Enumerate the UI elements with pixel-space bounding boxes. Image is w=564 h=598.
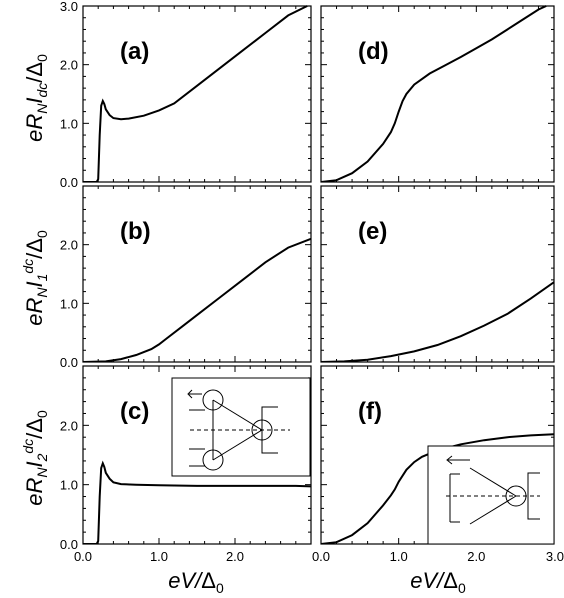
x-tick-label: 2.0	[226, 549, 244, 564]
title-part: dc	[34, 83, 50, 98]
y-tick-label: 0.0	[60, 355, 78, 370]
title-part: N	[34, 287, 50, 298]
title-part: 0	[458, 580, 466, 596]
x-axis-title-left: eV/Δ0	[168, 568, 224, 596]
y-tick-label: 3.0	[60, 0, 78, 14]
panel-e: (e)	[320, 185, 555, 363]
series-line	[83, 237, 311, 362]
series-line	[321, 281, 554, 362]
title-part: /Δ	[22, 238, 47, 259]
inset-c-arrow	[187, 389, 193, 399]
title-part: eR	[22, 114, 47, 142]
title-part: I	[22, 281, 47, 287]
x-tick-label: 0.0	[312, 549, 330, 564]
y-tick-label: 0.0	[60, 537, 78, 552]
title-part: Δ	[201, 568, 216, 593]
title-part: /Δ	[22, 62, 47, 83]
panel-label-d: (d)	[358, 38, 389, 65]
title-part: I	[22, 461, 47, 467]
x-tick-label: 2.0	[467, 549, 485, 564]
panel-d: (d)	[320, 5, 555, 183]
title-part: eR	[22, 298, 47, 326]
panel-label-f: (f)	[358, 398, 382, 425]
title-part: 0	[34, 54, 50, 62]
inset-c-frame	[171, 377, 311, 477]
title-part: /Δ	[22, 418, 47, 439]
title-part: 0	[34, 410, 50, 418]
y-tick-label: 1.0	[60, 478, 78, 493]
inset-f-electrode	[527, 472, 540, 520]
inset-c-link	[212, 429, 263, 461]
title-part: eV/	[410, 568, 445, 593]
panel-a: 0.0 1.0 2.0 3.0 (a)	[60, 0, 312, 190]
title-part: eR	[22, 478, 47, 506]
panel-c: 0.0 1.0 2.0 0.0 1.0 2.0 (c)	[60, 365, 312, 564]
title-part: I	[22, 98, 47, 104]
title-part: N	[34, 467, 50, 478]
panel-label-b: (b)	[120, 218, 151, 245]
title-part: 1	[34, 274, 50, 282]
title-part: dc	[20, 439, 36, 454]
series-line	[321, 5, 547, 182]
inset-f-diagram	[427, 445, 555, 545]
panel-label-a: (a)	[120, 38, 149, 65]
title-part: dc	[20, 259, 36, 274]
x-tick-label: 3.0	[546, 549, 564, 564]
title-part: eV/	[168, 568, 203, 593]
inset-c-electrode	[261, 406, 278, 454]
inset-c-diagram	[171, 377, 311, 477]
plot-frame	[82, 5, 312, 183]
panels: 0.0 1.0 2.0 3.0 (a) (d) 0.0 1.0 2.0 (b) (e) 0.0 1.0 2…	[60, 0, 564, 564]
title-part: N	[34, 103, 50, 114]
plot-frame	[320, 185, 555, 363]
y-tick-label: 2.0	[60, 238, 78, 253]
inset-c-link	[212, 399, 263, 431]
y-tick-label: 1.0	[60, 296, 78, 311]
title-part: 0	[34, 230, 50, 238]
panel-b: 0.0 1.0 2.0 (b)	[60, 185, 312, 370]
plot-frame	[82, 185, 312, 363]
panel-label-e: (e)	[358, 218, 387, 245]
inset-f-arrow	[446, 455, 453, 465]
series-line	[83, 460, 311, 544]
y-axis-title-row1: eRNIdc/Δ0	[22, 54, 50, 142]
plot-frame	[82, 365, 312, 545]
title-part: 2	[34, 453, 50, 462]
x-tick-label: 1.0	[150, 549, 168, 564]
y-tick-label: 1.0	[60, 116, 78, 131]
series-line	[83, 5, 308, 182]
y-axis-title-row3: eRNI2dc/Δ0	[20, 410, 50, 506]
y-tick-label: 2.0	[60, 418, 78, 433]
x-tick-label: 0.0	[74, 549, 92, 564]
y-tick-label: 2.0	[60, 58, 78, 73]
title-part: 0	[216, 580, 224, 596]
plot-frame	[320, 5, 555, 183]
x-axis-title-right: eV/Δ0	[410, 568, 466, 596]
x-tick-label: 1.0	[390, 549, 408, 564]
inset-f-frame	[427, 445, 555, 545]
series-line	[321, 433, 554, 544]
inset-f-link	[469, 467, 517, 497]
title-part: Δ	[443, 568, 458, 593]
inset-f-link	[469, 495, 517, 525]
panel-label-c: (c)	[120, 398, 149, 425]
y-tick-label: 0.0	[60, 175, 78, 190]
y-axis-title-row2: eRNI1dc/Δ0	[20, 230, 50, 326]
